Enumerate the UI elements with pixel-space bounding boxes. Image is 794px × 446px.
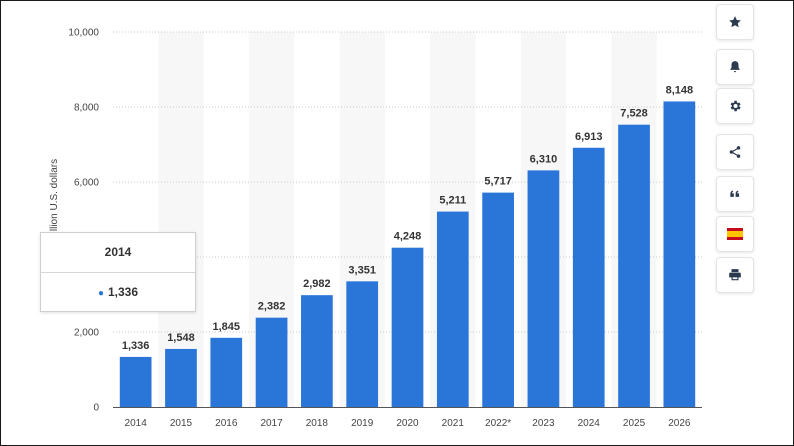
data-label: 4,248 <box>394 231 422 243</box>
bar-2019 <box>346 281 379 407</box>
x-tick-label: 2021 <box>442 418 465 429</box>
language-button[interactable] <box>716 216 754 252</box>
tooltip-series-dot: ● <box>97 288 104 299</box>
quote-icon <box>730 190 740 197</box>
x-tick-label: 2024 <box>578 418 601 429</box>
bar-2024 <box>572 147 605 407</box>
x-tick-label: 2016 <box>215 418 238 429</box>
bar-2020 <box>391 247 424 407</box>
data-label: 6,310 <box>530 153 558 165</box>
star-icon <box>729 16 741 28</box>
data-label: 1,548 <box>167 332 195 344</box>
data-label: 5,211 <box>439 195 466 207</box>
data-label: 8,148 <box>666 84 694 96</box>
data-label: 3,351 <box>348 264 376 276</box>
x-tick-label: 2026 <box>668 418 691 429</box>
y-axis-title: llion U.S. dollars <box>49 159 60 231</box>
bar-2017 <box>255 317 288 407</box>
tooltip-title: 2014 <box>41 233 195 273</box>
tooltip: 2014 ● 1,336 <box>40 232 196 312</box>
bar-2016 <box>210 337 243 407</box>
bar-2026 <box>663 101 696 407</box>
bar-2023 <box>527 170 560 407</box>
x-tick-label: 2022* <box>485 418 511 429</box>
x-tick-label: 2019 <box>351 418 374 429</box>
settings-button[interactable] <box>716 88 754 124</box>
data-label: 2,382 <box>258 301 286 313</box>
y-tick-label: 8,000 <box>74 103 99 114</box>
x-tick-label: 2017 <box>260 418 283 429</box>
bar-2025 <box>618 124 650 407</box>
bar-2022 <box>482 192 514 407</box>
column-band <box>158 32 204 407</box>
tooltip-value-row: ● 1,336 <box>41 273 195 311</box>
x-tick-label: 2025 <box>623 418 646 429</box>
tooltip-value: 1,336 <box>108 285 139 299</box>
y-tick-label: 6,000 <box>74 178 99 189</box>
bar-2018 <box>301 295 333 407</box>
bell-icon <box>730 61 740 73</box>
share-button[interactable] <box>716 134 754 170</box>
data-label: 2,982 <box>303 278 331 290</box>
x-tick-label: 2014 <box>125 418 148 429</box>
spain-flag-icon <box>727 228 743 240</box>
y-tick-label: 0 <box>93 403 99 414</box>
bar-2015 <box>165 348 197 407</box>
data-label: 1,336 <box>122 340 150 352</box>
x-tick-label: 2020 <box>396 418 419 429</box>
print-icon <box>729 269 741 281</box>
data-label: 6,913 <box>575 131 603 143</box>
x-tick-label: 2023 <box>532 418 555 429</box>
bar-2014 <box>119 356 152 407</box>
data-label: 1,845 <box>213 321 241 333</box>
data-label: 5,717 <box>484 176 512 188</box>
y-tick-label: 2,000 <box>74 328 99 339</box>
cite-button[interactable] <box>716 176 754 212</box>
print-button[interactable] <box>716 257 754 293</box>
x-tick-label: 2015 <box>170 418 193 429</box>
x-tick-label: 2018 <box>306 418 329 429</box>
y-tick-label: 10,000 <box>68 28 99 39</box>
share-icon <box>729 146 741 158</box>
bar-2021 <box>436 211 469 407</box>
data-label: 7,528 <box>620 108 648 120</box>
notification-button[interactable] <box>716 49 754 85</box>
gear-icon <box>730 100 741 112</box>
favorite-button[interactable] <box>716 4 754 40</box>
